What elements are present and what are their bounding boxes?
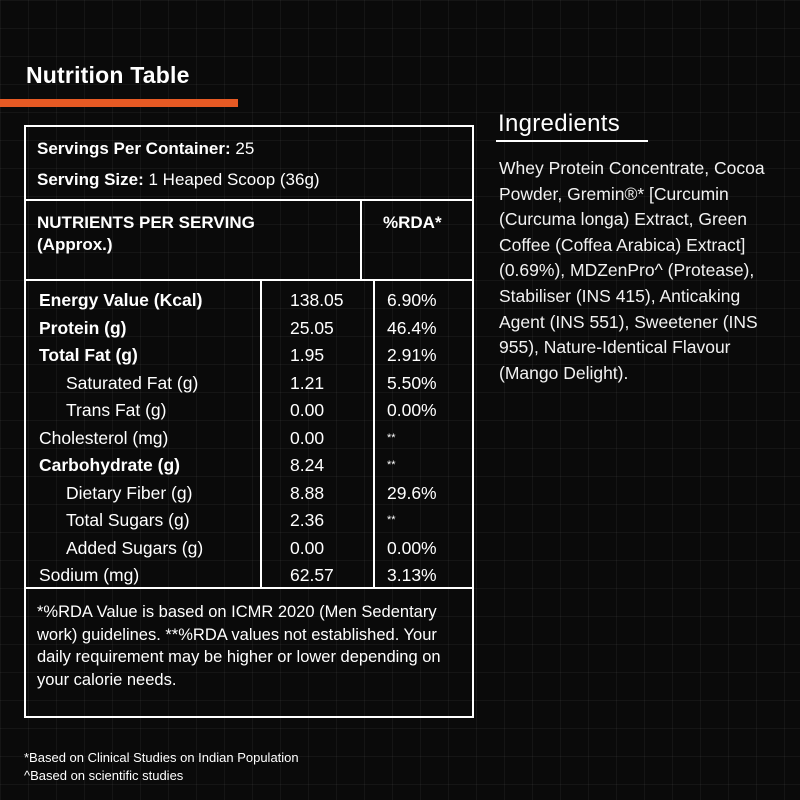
nutrient-value: 1.21 <box>290 372 325 393</box>
serving-size: Serving Size: 1 Heaped Scoop (36g) <box>37 170 320 190</box>
nutrient-row: Added Sugars (g) 0.00 0.00% <box>26 535 472 562</box>
nutrient-rda: 3.13% <box>387 565 437 585</box>
nutrient-row: Trans Fat (g) 0.00 0.00% <box>26 397 472 424</box>
nutrient-row: Total Sugars (g) 2.36 ** <box>26 507 472 534</box>
bottom-notes: *Based on Clinical Studies on Indian Pop… <box>24 749 299 785</box>
nutrient-value: 1.95 <box>290 345 325 365</box>
nutrient-name: Trans Fat (g) <box>66 400 167 420</box>
divider-servings <box>26 199 472 201</box>
nutrient-name: Cholesterol (mg) <box>39 427 169 448</box>
divider-header <box>26 279 472 281</box>
nutrient-name: Total Sugars (g) <box>66 510 190 530</box>
nutrient-name: Carbohydrate (g) <box>39 455 180 475</box>
nutrient-row: Protein (g) 25.05 46.4% <box>26 315 472 342</box>
nutrition-table: Servings Per Container: 25 Serving Size:… <box>24 125 474 718</box>
divider-rows <box>26 587 472 589</box>
serving-size-label: Serving Size: <box>37 170 144 189</box>
nutrient-row: Energy Value (Kcal) 138.05 6.90% <box>26 287 472 314</box>
servings-value: 25 <box>235 139 255 158</box>
nutrient-name: Saturated Fat (g) <box>66 372 199 393</box>
header-rda: %RDA* <box>383 213 442 232</box>
nutrient-rda: ** <box>387 459 396 471</box>
divider-col-value <box>260 279 262 587</box>
nutrient-row: Sodium (mg) 62.57 3.13% <box>26 562 472 589</box>
header-nutrients-line1: NUTRIENTS PER SERVING <box>37 213 255 232</box>
ingredients-text: Whey Protein Concentrate, Cocoa Powder, … <box>499 158 765 383</box>
header-nutrients-line2: (Approx.) <box>37 235 113 254</box>
nutrient-value: 2.36 <box>290 510 325 530</box>
nutrient-value: 0.00 <box>290 400 325 420</box>
nutrient-rda: 2.91% <box>387 345 437 365</box>
nutrient-rda: 46.4% <box>387 317 437 338</box>
nutrient-value: 62.57 <box>290 565 334 585</box>
title-accent-bar <box>0 99 238 107</box>
nutrient-name: Energy Value (Kcal) <box>39 290 203 310</box>
nutrient-value: 25.05 <box>290 317 334 338</box>
nutrient-row: Cholesterol (mg) 0.00 ** <box>26 425 472 452</box>
header-nutrients: NUTRIENTS PER SERVING (Approx.) <box>37 212 255 256</box>
nutrient-value: 8.88 <box>290 482 325 503</box>
nutrition-title: Nutrition Table <box>26 62 190 88</box>
nutrient-name: Dietary Fiber (g) <box>66 482 193 503</box>
nutrient-rda: ** <box>387 514 396 526</box>
divider-header-vertical <box>360 199 362 279</box>
note-scientific-studies: ^Based on scientific studies <box>24 768 184 783</box>
nutrient-row: Dietary Fiber (g) 8.88 29.6% <box>26 480 472 507</box>
serving-size-value: 1 Heaped Scoop (36g) <box>148 170 320 189</box>
nutrient-rda: ** <box>387 431 396 444</box>
nutrient-name: Sodium (mg) <box>39 565 140 585</box>
ingredients-title: Ingredients <box>498 110 621 137</box>
nutrient-rda: 0.00% <box>387 400 437 420</box>
nutrient-row: Total Fat (g) 1.95 2.91% <box>26 342 472 369</box>
divider-col-rda <box>373 279 375 587</box>
nutrient-value: 0.00 <box>290 427 325 448</box>
ingredients-underline <box>496 140 648 142</box>
nutrient-row: Carbohydrate (g) 8.24 ** <box>26 452 472 479</box>
nutrient-value: 8.24 <box>290 455 325 475</box>
nutrient-value: 0.00 <box>290 537 325 558</box>
nutrient-rda: 0.00% <box>387 537 437 558</box>
nutrient-rda: 5.50% <box>387 372 437 393</box>
servings-per-container: Servings Per Container: 25 <box>37 139 254 159</box>
nutrient-name: Added Sugars (g) <box>66 537 204 558</box>
nutrient-rda: 29.6% <box>387 482 437 503</box>
nutrient-name: Total Fat (g) <box>39 345 138 365</box>
nutrient-row: Saturated Fat (g) 1.21 5.50% <box>26 370 472 397</box>
note-clinical-studies: *Based on Clinical Studies on Indian Pop… <box>24 750 299 765</box>
servings-label: Servings Per Container: <box>37 139 231 158</box>
nutrient-name: Protein (g) <box>39 317 127 338</box>
nutrient-value: 138.05 <box>290 290 344 310</box>
nutrient-rda: 6.90% <box>387 290 437 310</box>
rda-footnote: *%RDA Value is based on ICMR 2020 (Men S… <box>37 603 441 689</box>
